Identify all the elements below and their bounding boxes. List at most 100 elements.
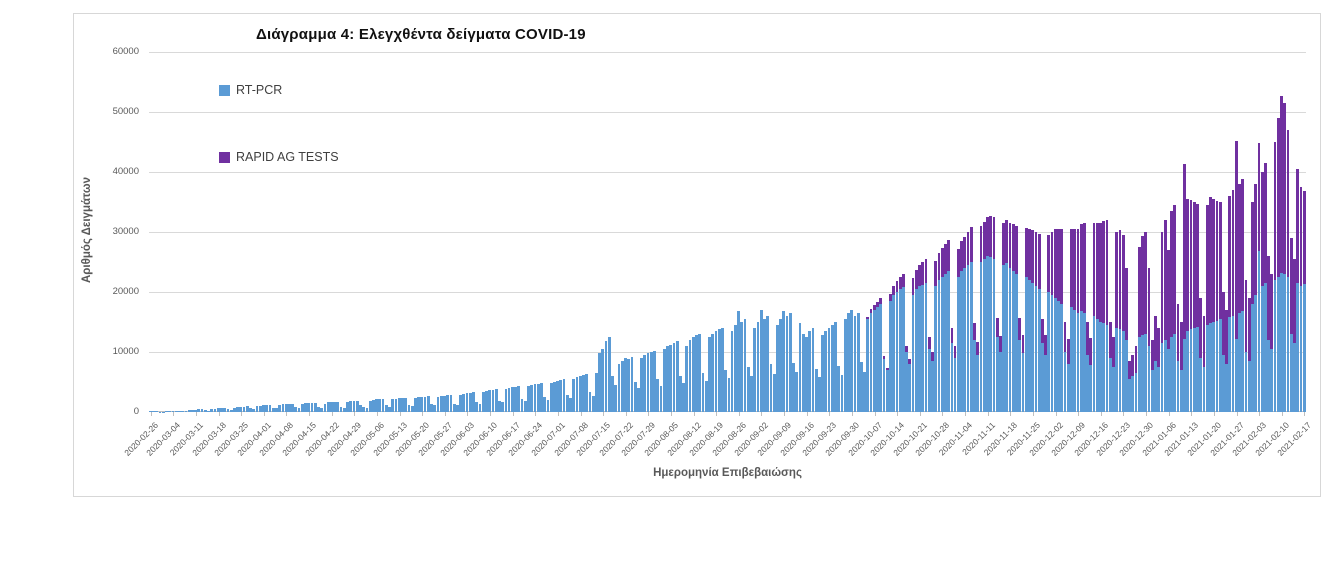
bar-rapid-ag [956, 249, 960, 277]
bar-rapid-ag [1238, 184, 1241, 313]
bar-rt-pcr [685, 346, 689, 412]
bar-rt-pcr [785, 316, 789, 412]
x-tick-mark [1032, 412, 1034, 416]
bar-rt-pcr [1121, 331, 1125, 412]
x-tick-mark [241, 412, 243, 416]
bar-rt-pcr [598, 353, 601, 412]
bar-rt-pcr [743, 319, 747, 412]
bar-rapid-ag [982, 221, 986, 259]
bar-rt-pcr [517, 386, 521, 412]
bar-rt-pcr [724, 370, 728, 412]
bar-rt-pcr [843, 319, 847, 412]
bar-rapid-ag [1234, 140, 1238, 339]
x-tick-mark [648, 412, 650, 416]
bar-rt-pcr [1125, 340, 1128, 412]
x-tick-mark [761, 412, 763, 416]
bar-rapid-ag [918, 265, 921, 286]
bar-rt-pcr [472, 392, 475, 412]
bar-rt-pcr [921, 284, 925, 412]
bar-rt-pcr [352, 400, 356, 412]
bar-rapid-ag [895, 281, 899, 292]
x-tick-mark [874, 412, 876, 416]
bar-rt-pcr [401, 397, 404, 412]
bar-rt-pcr [501, 402, 505, 412]
bar-rapid-ag [960, 241, 963, 271]
bar-rapid-ag [1170, 211, 1174, 337]
bar-rt-pcr [249, 408, 252, 412]
bar-rt-pcr [585, 373, 589, 412]
bar-rt-pcr [1086, 355, 1089, 412]
bar-rt-pcr [549, 383, 553, 412]
bar-rt-pcr [892, 295, 896, 412]
bar-rt-pcr [1183, 339, 1186, 412]
chart-frame: Διάγραμμα 4: Ελεγχθέντα δείγματα COVID-1… [73, 13, 1321, 497]
bar-rt-pcr [1179, 370, 1183, 412]
bar-rt-pcr [914, 289, 918, 412]
x-tick-mark [806, 412, 808, 416]
bar-rapid-ag [1183, 164, 1186, 340]
bar-rt-pcr [714, 331, 718, 412]
bar-rt-pcr [614, 385, 618, 412]
bar-rapid-ag [1141, 236, 1144, 336]
bar-rapid-ag [914, 269, 918, 289]
bar-rt-pcr [727, 378, 731, 412]
bar-rapid-ag [1095, 223, 1099, 319]
bar-rt-pcr [1083, 313, 1086, 412]
bar-rt-pcr [494, 389, 498, 412]
bar-rt-pcr [514, 386, 517, 412]
bar-rt-pcr [229, 409, 233, 412]
x-tick-mark [897, 412, 899, 416]
rapid-ag-legend-swatch [219, 151, 230, 163]
bar-rt-pcr [210, 409, 214, 412]
bar-rt-pcr [1118, 329, 1122, 412]
bar-rt-pcr [1028, 280, 1031, 412]
bar-rt-pcr [594, 373, 598, 412]
bar-rapid-ag [1202, 316, 1206, 367]
bar-rapid-ag [1186, 199, 1190, 331]
y-tick-label: 10000 [112, 346, 139, 357]
bar-rt-pcr [168, 410, 172, 412]
bar-rt-pcr [300, 403, 304, 412]
bar-rapid-ag [866, 316, 870, 319]
bar-rt-pcr [872, 310, 876, 412]
bar-rt-pcr [643, 355, 647, 412]
bar-rapid-ag [1047, 235, 1051, 292]
bar-rt-pcr [856, 313, 860, 412]
bar-rt-pcr [200, 409, 204, 412]
bar-rt-pcr [908, 364, 912, 412]
bar-rapid-ag [1254, 184, 1258, 295]
bar-rapid-ag [1199, 298, 1203, 358]
bar-rt-pcr [611, 376, 614, 412]
bar-rt-pcr [433, 405, 437, 412]
bar-rt-pcr [391, 399, 395, 412]
bar-rt-pcr [375, 399, 378, 412]
bar-rt-pcr [637, 388, 640, 412]
bar-rt-pcr [213, 408, 217, 412]
bar-rapid-ag [1179, 322, 1183, 370]
bar-rt-pcr [265, 405, 269, 412]
bar-rt-pcr [452, 403, 456, 412]
bar-rapid-ag [902, 274, 905, 288]
bar-rt-pcr [333, 401, 336, 412]
bar-rt-pcr [989, 257, 993, 412]
bar-rt-pcr [1170, 337, 1174, 412]
bar-rt-pcr [669, 344, 673, 412]
bar-rapid-ag [937, 253, 941, 280]
bar-rt-pcr [1163, 340, 1167, 412]
bar-rt-pcr [1021, 353, 1025, 412]
bar-rt-pcr [966, 265, 970, 412]
x-tick-mark [354, 412, 356, 416]
bar-rt-pcr [523, 401, 527, 412]
bar-rt-pcr [1024, 277, 1028, 412]
bar-rapid-ag [1157, 328, 1161, 367]
bar-rapid-ag [1008, 223, 1012, 268]
x-tick-mark [1191, 412, 1193, 416]
x-tick-mark [987, 412, 989, 416]
bar-rapid-ag [898, 277, 902, 289]
x-tick-mark [784, 412, 786, 416]
bar-rapid-ag [1176, 304, 1180, 361]
bar-rt-pcr [1257, 251, 1261, 412]
bar-rapid-ag [1031, 230, 1035, 283]
bar-rt-pcr [931, 361, 934, 412]
bar-rt-pcr [721, 328, 724, 412]
